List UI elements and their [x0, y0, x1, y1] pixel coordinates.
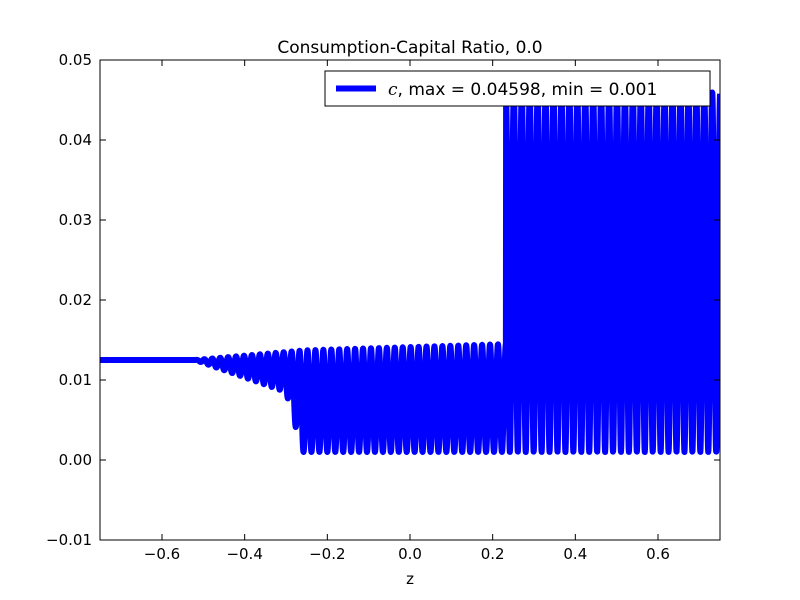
x-axis-label: z — [406, 570, 414, 588]
x-tick-label: −0.2 — [309, 545, 345, 563]
x-tick-label: 0.0 — [398, 545, 422, 563]
legend-symbol-c: c — [388, 80, 398, 100]
x-axis-ticks: −0.6 −0.4 −0.2 0.0 0.2 0.4 0.6 — [144, 60, 670, 563]
legend-entry-c: c, max = 0.04598, min = 0.001 — [388, 80, 657, 100]
y-axis-ticks: −0.01 0.00 0.01 0.02 0.03 0.04 0.05 — [46, 51, 720, 549]
chart-title: Consumption-Capital Ratio, 0.0 — [277, 38, 542, 58]
x-tick-label: −0.4 — [226, 545, 262, 563]
legend-box — [324, 70, 711, 107]
x-tick-label: 0.4 — [563, 545, 587, 563]
y-tick-label: 0.01 — [59, 371, 92, 389]
legend-label-c: , max = 0.04598, min = 0.001 — [398, 80, 658, 100]
x-tick-label: −0.6 — [144, 545, 180, 563]
x-tick-label: 0.6 — [646, 545, 670, 563]
y-tick-label: 0.04 — [59, 131, 92, 149]
x-tick-label: 0.2 — [481, 545, 505, 563]
y-tick-label: −0.01 — [46, 531, 92, 549]
legend: c, max = 0.04598, min = 0.001 — [324, 70, 711, 107]
y-tick-label: 0.02 — [59, 291, 92, 309]
y-tick-label: 0.03 — [59, 211, 92, 229]
y-tick-label: 0.05 — [59, 51, 92, 69]
y-tick-label: 0.00 — [59, 451, 92, 469]
